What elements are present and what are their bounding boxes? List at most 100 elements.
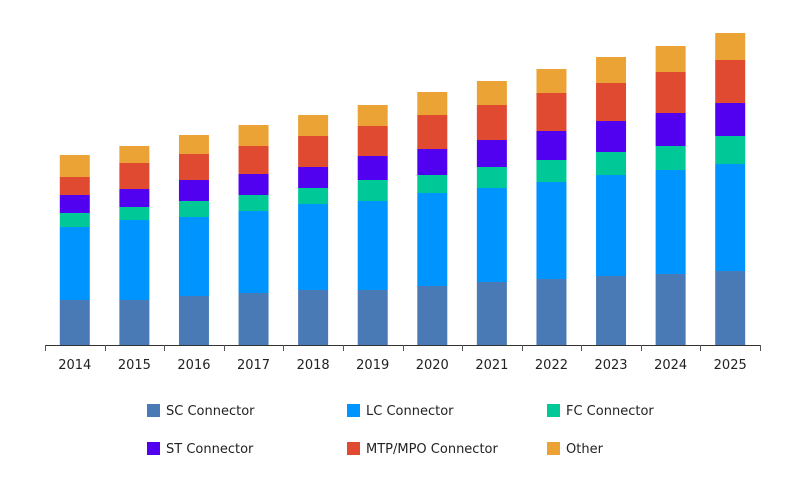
- legend-label: ST Connector: [166, 442, 254, 457]
- x-tick-label: 2015: [118, 358, 151, 373]
- bar-segment: [596, 57, 627, 83]
- bar-segment: [119, 207, 150, 220]
- bar-segment: [238, 211, 269, 293]
- bar-segment: [476, 282, 507, 345]
- x-tick-label: 2022: [535, 358, 568, 373]
- bar-segment: [119, 220, 150, 300]
- legend-label: Other: [566, 442, 604, 457]
- bar-segment: [357, 105, 388, 126]
- bar-segment: [298, 204, 329, 290]
- bar-segment: [119, 300, 150, 345]
- x-tick-label: 2023: [594, 358, 627, 373]
- bar-segment: [298, 167, 329, 188]
- bar-segment: [298, 136, 329, 167]
- bar-segment: [178, 217, 209, 296]
- legend-item[interactable]: Other: [547, 442, 604, 457]
- bar-segment: [715, 33, 746, 60]
- x-tick-label: 2025: [714, 358, 747, 373]
- bar-segment: [59, 177, 90, 195]
- bar-segment: [596, 276, 627, 345]
- bar-segment: [715, 103, 746, 136]
- bar-segment: [536, 131, 567, 160]
- bar-segment: [59, 213, 90, 227]
- legend-swatch: [547, 442, 560, 455]
- bar-segment: [298, 188, 329, 204]
- bar-segment: [298, 115, 329, 136]
- bar-segment: [715, 60, 746, 103]
- bar-segment: [596, 175, 627, 276]
- bar-segment: [298, 290, 329, 345]
- bar-segment: [178, 201, 209, 217]
- bar-segment: [417, 115, 448, 149]
- bar-segment: [417, 193, 448, 286]
- bar-segment: [655, 146, 686, 170]
- bar-segment: [238, 146, 269, 174]
- bar-segment: [536, 182, 567, 279]
- bar-segment: [596, 152, 627, 175]
- bar-segment: [476, 188, 507, 282]
- x-tick-label: 2020: [416, 358, 449, 373]
- legend-swatch: [547, 404, 560, 417]
- bar-segment: [119, 146, 150, 163]
- bar-segment: [655, 170, 686, 274]
- bar-segment: [59, 195, 90, 213]
- bar-segment: [357, 156, 388, 180]
- bar-segment: [476, 140, 507, 167]
- bar-segment: [59, 155, 90, 177]
- bar-segment: [357, 180, 388, 201]
- legend-label: SC Connector: [166, 404, 255, 419]
- bar-segment: [655, 72, 686, 113]
- bar-segment: [655, 274, 686, 345]
- bar-segment: [417, 286, 448, 345]
- bar-segment: [357, 201, 388, 290]
- bar-segment: [417, 175, 448, 193]
- legend-label: FC Connector: [566, 404, 654, 419]
- legend-item[interactable]: ST Connector: [147, 442, 254, 457]
- bar-segment: [357, 126, 388, 156]
- bar-segment: [536, 279, 567, 345]
- legend-swatch: [147, 404, 160, 417]
- bar-segment: [119, 163, 150, 189]
- x-tick-label: 2014: [58, 358, 91, 373]
- bar-segment: [417, 149, 448, 175]
- legend-swatch: [147, 442, 160, 455]
- x-tick-label: 2021: [475, 358, 508, 373]
- bar-segment: [476, 81, 507, 105]
- legend-swatch: [347, 404, 360, 417]
- bar-segment: [178, 135, 209, 154]
- bar-segment: [476, 167, 507, 188]
- bar-segment: [596, 83, 627, 121]
- legend-item[interactable]: FC Connector: [547, 404, 654, 419]
- x-tick-label: 2017: [237, 358, 270, 373]
- legend-item[interactable]: LC Connector: [347, 404, 454, 419]
- bar-segment: [178, 154, 209, 180]
- bar-segment: [59, 300, 90, 345]
- bar-segment: [655, 46, 686, 72]
- x-tick-label: 2019: [356, 358, 389, 373]
- bar-segment: [476, 105, 507, 140]
- legend-item[interactable]: MTP/MPO Connector: [347, 442, 499, 457]
- bar-segment: [178, 296, 209, 345]
- bar-segment: [119, 189, 150, 207]
- bar-segment: [596, 121, 627, 152]
- legend-swatch: [347, 442, 360, 455]
- legend-label: MTP/MPO Connector: [366, 442, 499, 457]
- x-tick-label: 2016: [177, 358, 210, 373]
- x-tick-label: 2018: [297, 358, 330, 373]
- bar-segment: [536, 160, 567, 182]
- bar-segment: [715, 136, 746, 164]
- bar-segment: [536, 93, 567, 131]
- bar-segment: [238, 293, 269, 345]
- bar-segment: [536, 69, 567, 93]
- bar-segment: [238, 125, 269, 146]
- bar-segment: [59, 227, 90, 300]
- legend-label: LC Connector: [366, 404, 454, 419]
- bar-segment: [417, 92, 448, 115]
- bar-segment: [238, 174, 269, 195]
- bar-segment: [357, 290, 388, 345]
- legend-item[interactable]: SC Connector: [147, 404, 255, 419]
- x-tick-label: 2024: [654, 358, 687, 373]
- bar-segment: [238, 195, 269, 211]
